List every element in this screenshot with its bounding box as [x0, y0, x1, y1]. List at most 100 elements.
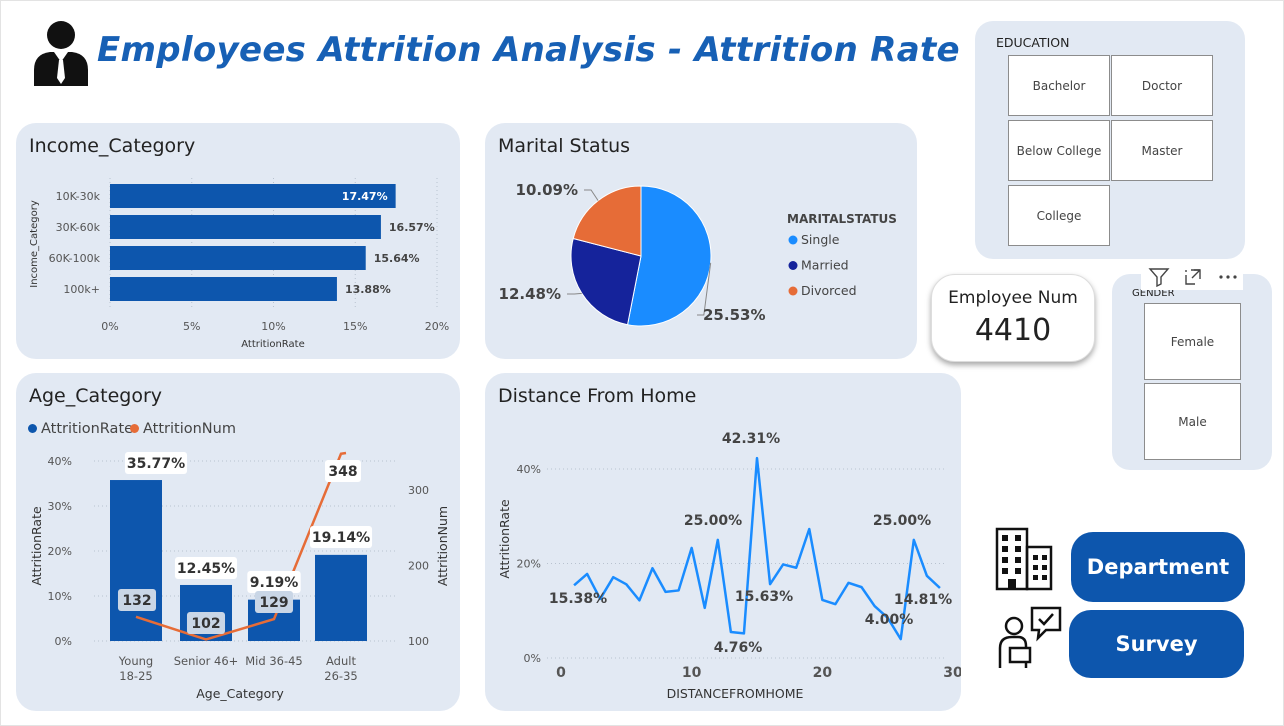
- survey-button[interactable]: Survey: [1069, 610, 1244, 678]
- age-num-label-bg: [324, 460, 362, 482]
- age-rate-label-bg: [309, 526, 373, 548]
- age-category-label: 18-25: [119, 669, 152, 683]
- income-category-label: 10K-30k: [56, 190, 101, 203]
- pie-legend-label: Divorced: [801, 283, 857, 298]
- pie-slice-married: [570, 237, 642, 326]
- education-option-college[interactable]: College: [1008, 185, 1110, 246]
- pie-legend-swatch: [788, 261, 798, 270]
- income-x-axis-title: AttritionRate: [241, 339, 304, 350]
- marital-status-card[interactable]: Marital Status 25.53% 12.48% 10.09% MARITAL…: [485, 123, 917, 359]
- age-rate-label: 12.45%: [177, 561, 235, 577]
- income-bar-chart[interactable]: 0% 5% 10% 15% 20% 10K-30k 17.47% 30K-60k 16.57% 6…: [16, 123, 460, 359]
- education-slicer[interactable]: EDUCATION Bachelor Doctor Below College …: [975, 21, 1245, 259]
- pie-legend-label: Married: [801, 258, 849, 273]
- age-attrition-num-line: [135, 451, 347, 641]
- page-title: Employees Attrition Analysis - Attrition…: [97, 30, 960, 70]
- more-options-icon[interactable]: [1217, 267, 1239, 287]
- distance-line-chart[interactable]: 0% 20% 40% 0 10 20 30 15.38% 25.00% 4.76% 42.31% 15…: [485, 373, 961, 711]
- survey-person-icon: [998, 606, 1062, 668]
- age-legend-rate-label: AttritionRate: [41, 421, 134, 437]
- income-x-tick: 15%: [343, 320, 367, 333]
- distance-point-label: 42.31%: [722, 431, 780, 447]
- income-y-axis-title: Income_Category: [29, 200, 40, 288]
- age-y-tick: 0%: [55, 635, 72, 648]
- distance-point-label: 15.38%: [549, 591, 607, 607]
- age-rate-label-bg: [124, 452, 188, 474]
- age-legend-attrition-rate: AttritionRate: [28, 421, 133, 437]
- education-option-master[interactable]: Master: [1111, 120, 1213, 181]
- distance-point-label: 4.00%: [865, 612, 914, 628]
- distance-point-label: 25.00%: [684, 513, 742, 529]
- income-chart-title: Income_Category: [29, 135, 196, 157]
- pie-legend-swatch: [788, 286, 798, 296]
- gender-option-male[interactable]: Male: [1144, 383, 1241, 460]
- age-bar: [110, 480, 162, 641]
- income-value-label: 13.88%: [345, 283, 391, 296]
- age-category-card[interactable]: Age_Category AttritionRate AttritionNum …: [16, 373, 460, 711]
- age-category-label: Senior 46+: [174, 654, 239, 668]
- income-category-label: 60K-100k: [49, 252, 101, 265]
- department-button[interactable]: Department: [1071, 532, 1245, 602]
- filter-icon[interactable]: [1148, 267, 1170, 287]
- employee-num-card: Employee Num 4410: [931, 274, 1095, 362]
- distance-y-tick: 40%: [517, 463, 541, 476]
- age-legend-num-label: AttritionNum: [143, 421, 236, 437]
- marital-pie-chart[interactable]: 25.53%12.48%10.09%MARITALSTATUSSingleMar…: [485, 123, 917, 359]
- distance-point-label: 25.00%: [873, 513, 931, 529]
- age-y2-tick: 100: [408, 635, 429, 648]
- age-rate-label-bg: [174, 557, 238, 579]
- distance-chart-title: Distance From Home: [498, 385, 697, 407]
- distance-y-tick: 0%: [524, 652, 541, 665]
- age-rate-label: 9.19%: [250, 575, 299, 591]
- distance-x-tick: 20: [813, 665, 833, 681]
- marital-chart-title: Marital Status: [498, 135, 631, 157]
- employee-num-label: Employee Num: [948, 288, 1078, 308]
- age-bar: [315, 554, 367, 641]
- income-bar: [110, 277, 337, 301]
- age-category-label: 26-35: [324, 669, 357, 683]
- age-y2-tick: 300: [408, 484, 429, 497]
- education-option-bachelor[interactable]: Bachelor: [1008, 55, 1110, 116]
- distance-point-label: 14.81%: [894, 592, 952, 608]
- gender-slicer-title: GENDER: [1132, 288, 1175, 299]
- age-category-label: Adult: [326, 654, 356, 668]
- age-y-tick: 30%: [48, 500, 72, 513]
- age-y-axis-title: AttritionRate: [29, 506, 44, 586]
- income-bar: [110, 184, 396, 208]
- education-option-below-college[interactable]: Below College: [1008, 120, 1110, 181]
- visual-header-icons: [1141, 264, 1243, 290]
- age-num-label: 102: [191, 616, 220, 632]
- distance-y-axis-title: AttritionRate: [497, 499, 512, 579]
- pie-legend-title: MARITALSTATUS: [787, 212, 897, 226]
- pie-value-label: 25.53%: [703, 306, 765, 324]
- distance-card[interactable]: Distance From Home 0% 20% 40% 0 10 20 30 15.38%…: [485, 373, 961, 711]
- education-option-doctor[interactable]: Doctor: [1111, 55, 1213, 116]
- income-bar: [110, 246, 366, 270]
- education-slicer-title: EDUCATION: [996, 35, 1070, 50]
- age-rate-label: 35.77%: [127, 456, 185, 472]
- income-category-card[interactable]: Income_Category 0% 5% 10% 15% 20% 10K-30k 17.4…: [16, 123, 460, 359]
- distance-x-tick: 0: [556, 665, 566, 681]
- income-x-tick: 20%: [425, 320, 449, 333]
- age-rate-label-bg: [247, 571, 301, 593]
- pie-leader-line: [697, 262, 712, 316]
- employee-num-value: 4410: [974, 313, 1052, 348]
- building-icon: [995, 527, 1053, 591]
- focus-mode-icon[interactable]: [1183, 267, 1203, 287]
- age-y2-tick: 200: [408, 560, 429, 573]
- gender-option-female[interactable]: Female: [1144, 303, 1241, 380]
- age-chart-title: Age_Category: [29, 385, 163, 407]
- gender-slicer[interactable]: GENDER Female Male: [1112, 274, 1272, 470]
- age-num-label-bg: [117, 589, 157, 611]
- age-num-label: 129: [259, 595, 288, 611]
- income-value-label: 15.64%: [374, 252, 420, 265]
- age-num-label: 132: [122, 593, 151, 609]
- age-y2-axis-title: AttritionNum: [435, 506, 450, 586]
- person-icon: [34, 21, 88, 86]
- income-x-tick: 0%: [101, 320, 118, 333]
- distance-x-axis-title: DISTANCEFROMHOME: [667, 686, 804, 701]
- age-category-label: Mid 36-45: [245, 654, 303, 668]
- pie-leader-line: [584, 189, 599, 201]
- income-value-label: 17.47%: [342, 190, 388, 203]
